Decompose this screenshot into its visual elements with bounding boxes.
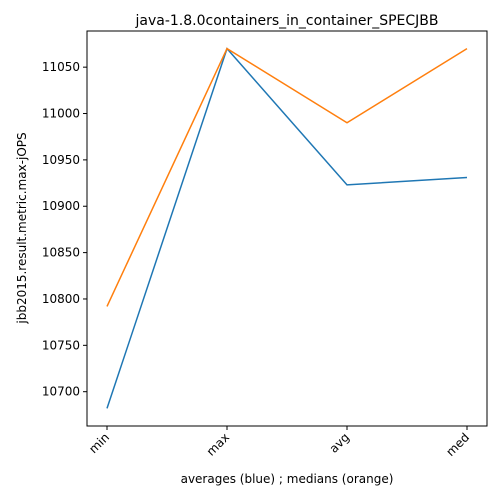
y-tick-label: 10900 xyxy=(42,199,80,213)
y-tick-label: 10950 xyxy=(42,153,80,167)
y-tick-label: 10850 xyxy=(42,246,80,260)
y-axis-label: jbb2015.result.metric.max-jOPS xyxy=(15,132,29,324)
x-tick-label: avg xyxy=(327,430,353,456)
y-tick-label: 11050 xyxy=(42,60,80,74)
chart-title: java-1.8.0containers_in_container_SPECJB… xyxy=(134,13,438,29)
series-group xyxy=(106,47,468,409)
y-tick-label: 10750 xyxy=(42,338,80,352)
x-tick-label: max xyxy=(204,430,232,458)
y-tick-label: 10800 xyxy=(42,292,80,306)
x-tick-label: med xyxy=(443,430,472,459)
series-line-1 xyxy=(106,47,468,409)
x-axis-label: averages (blue) ; medians (orange) xyxy=(181,472,394,486)
series-line-2 xyxy=(106,47,468,307)
y-tick-label: 10700 xyxy=(42,385,80,399)
y-axis: 10700 10750 10800 10850 10900 10950 11000 11050 xyxy=(42,60,87,399)
y-tick-label: 11000 xyxy=(42,107,80,121)
x-axis: min max avg med xyxy=(86,426,472,459)
plot-frame xyxy=(86,30,488,427)
x-tick-label: min xyxy=(86,430,112,456)
